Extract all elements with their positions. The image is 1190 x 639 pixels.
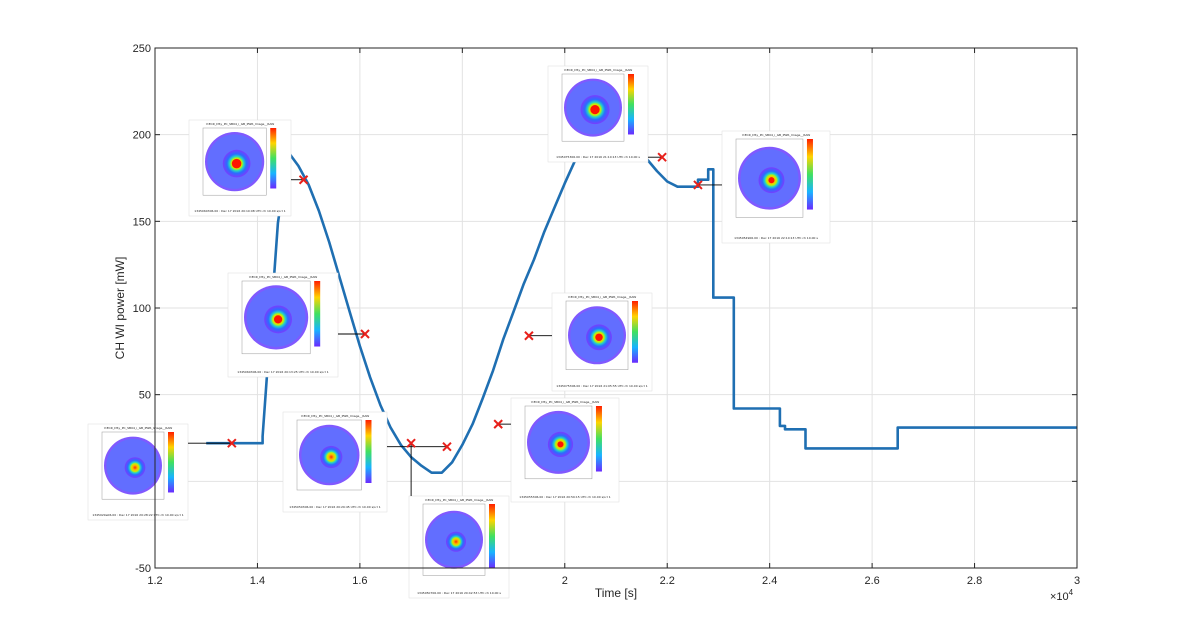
inset-title: V:ECR_D5y_PC_SB04_i_GB_PWR_Image__RAW [568,295,636,299]
beam-core [595,333,603,342]
red-x-marker [693,180,703,190]
red-x-marker [442,441,452,452]
inset-colorbar [806,139,813,210]
y-tick-label: 100 [133,303,151,315]
inset-title: V:ECR_D5y_PC_SB04_i_GB_PWR_Image__RAW [301,414,369,418]
red-x-marker [298,175,309,185]
inset-caption: 1345075306.00 : Dec 17 2016 21:10:13 UTC… [556,155,640,159]
axes: 1.21.41.61.822.22.42.62.83-5005010015020… [133,43,1080,587]
inset-colorbar [489,504,495,569]
red-x-marker [657,152,667,162]
x-tick-label: 1.2 [147,575,162,587]
y-tick-label: 50 [139,390,151,402]
inset-colorbar [270,128,277,189]
beam-profile-inset: V:ECR_D5y_PC_SB04_i_GB_PWR_Image__RAW 134… [551,292,653,392]
x-tick-label: 2.4 [762,575,777,587]
inset-caption: 1345060306.00 : Dec 17 2016 20:13:25 UTC… [237,370,328,374]
red-x-marker [493,419,503,429]
inset-caption: 1345060306.00 : Dec 17 2016 20:10:08 UTC… [194,209,285,213]
x-tick-label: 2 [562,575,568,587]
beam-profile-inset: V:ECR_D5y_PC_SB04_i_GB_PWR_Image__RAW 134… [547,65,649,163]
beam-core [590,104,600,115]
red-x-marker [360,329,370,339]
x-tick-label: 2.8 [967,575,982,587]
inset-caption: 1345055306.00 : Dec 17 2016 20:59:15 UTC… [519,495,610,499]
inset-title: V:ECR_D5y_PC_SB04_i_GB_PWR_Image__RAW [742,133,810,137]
red-x-marker [406,438,416,448]
inset-title: V:ECR_D5y_PC_SB04_i_GB_PWR_Image__RAW [206,122,274,126]
inset-colorbar [632,301,638,363]
inset-caption: 1345050706.00 : Dec 17 2016 20:42:53 UTC… [417,591,501,595]
red-x-marker [227,438,237,448]
markers-layer [227,152,703,452]
inset-colorbar [595,406,602,472]
series-layer [206,112,1077,475]
x-tick-label: 3 [1074,575,1080,587]
beam-spot [320,445,343,469]
beam-profile-inset: V:ECR_D5y_PC_SB04_i_GB_PWR_Image__RAW 134… [87,423,189,521]
x-tick-label: 1.4 [250,575,265,587]
inset-colorbar [168,432,174,493]
inset-caption: 1345075306.00 : Dec 17 2016 21:05:55 UTC… [556,384,647,388]
x-exponent-power: 4 [1069,588,1074,597]
beam-profile-inset: V:ECR_D5y_PC_SB04_i_GB_PWR_Image__RAW 134… [188,119,292,217]
beam-profile-inset: V:ECR_D5y_PC_SB04_i_GB_PWR_Image__RAW 134… [282,411,388,513]
y-axis-label: CH WI power [mW] [113,257,127,360]
beam-profile-inset: V:ECR_D5y_PC_SB04_i_GB_PWR_Image__RAW 134… [408,495,510,599]
plot-frame [154,47,1078,569]
y-tick-label: 200 [133,130,151,142]
x-exponent-label: ×104 [1050,588,1074,603]
arrows-layer [188,156,722,496]
beam-core [273,315,283,324]
beam-core [557,441,564,448]
inset-colorbar [628,74,634,135]
beam-spot [124,457,146,478]
beam-spot [445,531,467,552]
beam-profile-inset: V:ECR_D5y_PC_SB04_i_GB_PWR_Image__RAW 134… [510,397,620,503]
inset-title: V:ECR_D5y_PC_SB04_i_GB_PWR_Image__RAW [249,275,317,279]
inset-colorbar [365,420,372,483]
inset-title: V:ECR_D5y_PC_SB04_i_GB_PWR_Image__RAW [531,400,599,404]
x-tick-label: 2.6 [864,575,879,587]
y-tick-label: -50 [135,563,151,575]
inset-caption: 1345029e06.00 : Dec 17 2016 20:28:22 UTC… [92,513,183,517]
x-exponent-base: ×10 [1050,591,1069,603]
inset-images: V:ECR_D5y_PC_SB04_i_GB_PWR_Image__RAW 134… [87,65,831,599]
red-x-marker [524,331,534,341]
inset-title: V:ECR_D5y_PC_SB04_i_GB_PWR_Image__RAW [104,426,172,430]
beam-profile-inset: V:ECR_D5y_PC_SB04_i_GB_PWR_Image__RAW 134… [227,272,339,378]
y-tick-label: 150 [133,216,151,228]
x-tick-label: 1.6 [352,575,367,587]
beam-core [231,158,242,169]
beam-profile-inset: V:ECR_D5y_PC_SB04_i_GB_PWR_Image__RAW 134… [721,130,831,244]
x-axis-label: Time [s] [595,586,637,600]
inset-title: V:ECR_D5y_PC_SB04_i_GB_PWR_Image__RAW [425,498,493,502]
inset-caption: 1345054906.00 : Dec 17 2016 22:10:13 UTC… [734,236,818,240]
inset-colorbar [314,281,321,347]
power-series-line [206,112,1077,475]
inset-title: V:ECR_D5y_PC_SB04_i_GB_PWR_Image__RAW [564,68,632,72]
y-tick-label: 250 [133,43,151,55]
inset-caption: 1345050306.00 : Dec 17 2016 20:29:45 UTC… [289,505,380,509]
beam-core [768,177,775,184]
x-tick-label: 2.2 [660,575,675,587]
